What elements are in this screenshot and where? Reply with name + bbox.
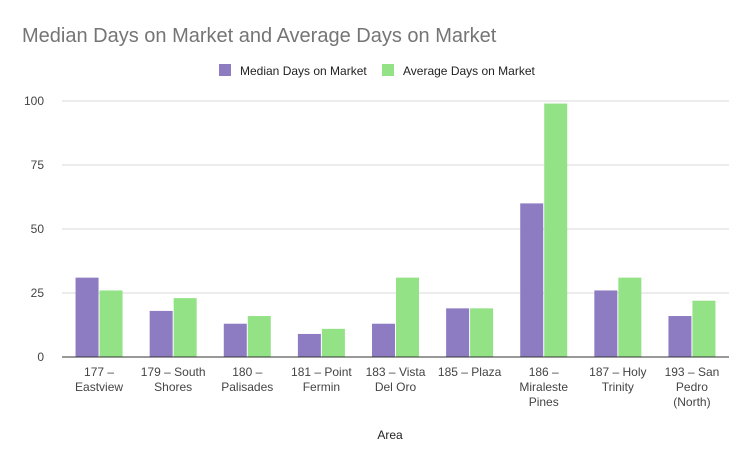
x-category-label: 180 – Palisades [221,365,273,394]
x-category-line: 180 – [232,365,262,379]
gridlines [62,100,729,294]
legend-swatch-average [382,64,394,76]
bar-average [247,316,271,357]
bar-average [544,103,568,357]
bar-average [618,277,642,357]
y-tick-label: 50 [31,222,45,236]
bar-median [223,323,247,357]
bar-median [446,308,470,357]
bar-average [173,298,197,357]
x-category-label: 183 – Vista Del Oro [366,365,426,394]
legend-label-median: Median Days on Market [240,64,367,78]
x-category-line: Pines [529,395,559,409]
x-category-label: 181 – Point Fermin [291,365,352,394]
y-tick-label: 75 [31,158,45,172]
x-category-line: Eastview [75,380,123,394]
bar-median [149,310,173,357]
x-category-label: 187 – Holy Trinity [589,365,646,394]
y-tick-label: 25 [31,286,45,300]
x-category-line: 179 – South [141,365,206,379]
x-category-line: Fermin [303,380,340,394]
x-axis-categories: 177 – Eastview 179 – South Shores 180 – Palis… [75,365,719,409]
x-category-line: Trinity [602,380,634,394]
x-category-line: 185 – Plaza [438,365,502,379]
x-category-label: 179 – South Shores [141,365,206,394]
bar-median [520,203,544,357]
x-category-line: Miraleste [519,380,568,394]
x-category-line: 183 – Vista [366,365,426,379]
x-category-line: Shores [154,380,192,394]
x-axis-title: Area [377,428,403,442]
x-category-line: 193 – San [665,365,720,379]
x-category-line: 186 – [529,365,559,379]
bars [75,103,716,357]
y-tick-label: 100 [24,94,44,108]
y-tick-label: 0 [37,350,44,364]
bar-median [372,323,395,357]
bar-median [75,277,99,357]
x-category-line: Del Oro [375,380,417,394]
x-category-line: Pedro [676,380,708,394]
x-category-label: 177 – Eastview [75,365,123,394]
bar-median [594,290,618,357]
x-category-line: 187 – Holy [589,365,646,379]
bar-average [99,290,123,357]
x-category-line: (North) [673,395,710,409]
bar-average [321,328,345,357]
bar-average [692,300,716,357]
chart-title: Median Days on Market and Average Days o… [22,25,497,47]
x-category-line: 181 – Point [291,365,352,379]
legend-label-average: Average Days on Market [403,64,536,78]
x-category-line: Palisades [221,380,273,394]
bar-median [297,333,321,357]
legend-swatch-median [219,64,231,76]
y-axis-ticks: 0 25 50 75 100 [24,94,44,364]
legend: Median Days on Market Average Days on Ma… [219,64,536,78]
bar-average [470,308,494,357]
bar-average [396,277,419,357]
x-category-label: 193 – San Pedro (North) [665,365,720,409]
bar-median [668,316,692,357]
x-category-label: 185 – Plaza [438,365,502,379]
x-category-label: 186 – Miraleste Pines [519,365,568,409]
x-category-line: 177 – [84,365,114,379]
